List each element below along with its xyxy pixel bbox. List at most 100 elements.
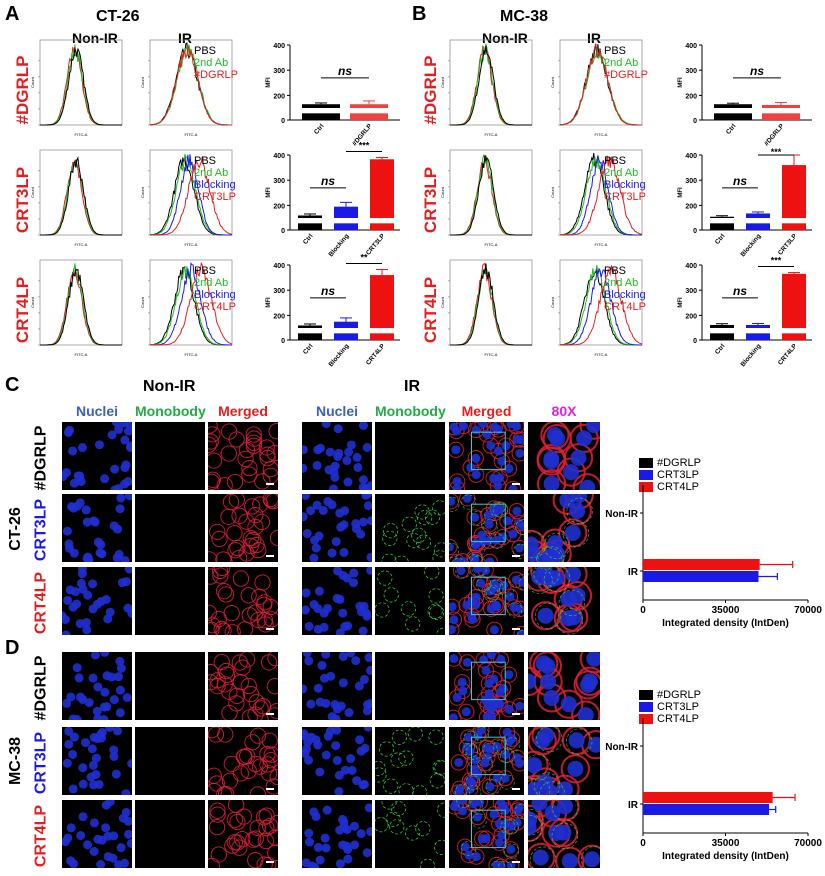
bar (710, 216, 734, 218)
panel-a-flow-nonir-0: Count FITC-A (30, 39, 123, 137)
membrane-stain (241, 459, 258, 477)
membrane-stain (231, 654, 248, 671)
monobody-stain (467, 800, 483, 813)
nucleus (472, 812, 482, 822)
panel-b-flow-nonir-2: Count FITC-A (440, 259, 533, 357)
membrane-stain (247, 830, 264, 847)
panel-c-letter: C (5, 374, 20, 396)
membrane-stain (249, 819, 266, 836)
nucleus (515, 701, 524, 711)
nucleus (302, 529, 312, 539)
nucleus (331, 537, 341, 547)
nucleus (349, 578, 359, 588)
nucleus (93, 537, 103, 547)
nucleus (350, 840, 360, 850)
nucleus (481, 567, 491, 575)
nucleus (569, 587, 586, 604)
panel-c-nonir-monobody-1 (135, 494, 205, 562)
membrane-stain (262, 752, 278, 769)
x-tick-label: Blocking (328, 343, 351, 369)
histogram-curve (40, 159, 122, 236)
membrane-stain (573, 670, 600, 700)
nucleus (528, 757, 543, 774)
nucleus (313, 683, 323, 693)
membrane-stain (226, 811, 244, 828)
membrane-stain (254, 698, 272, 715)
nucleus (471, 453, 481, 463)
nucleus (331, 714, 341, 720)
panel-a-flow-legend-0-2: #DGRLP (194, 69, 239, 81)
monobody-stain (543, 532, 570, 560)
x-tick-label: #DGRLP (763, 122, 786, 147)
nucleus (76, 578, 86, 588)
y-axis-label: Count (440, 186, 445, 198)
nucleus (461, 707, 471, 717)
nucleus (458, 556, 468, 562)
nucleus (570, 449, 587, 466)
membrane-stain (458, 703, 475, 720)
panel-c-ir-merged-2 (449, 567, 524, 635)
histogram-curve (450, 154, 532, 236)
x-tick-label: CRT4LP (777, 342, 799, 366)
monobody-stain (431, 500, 445, 516)
nucleus (320, 833, 330, 843)
monobody-stain (500, 819, 516, 835)
nucleus (302, 731, 308, 741)
nucleus (321, 422, 331, 429)
panel-c-image-row-label-2: CRT4LP (32, 571, 50, 635)
membrane-stain (474, 422, 491, 432)
y-tick-label: 200 (273, 93, 285, 100)
nucleus (481, 834, 491, 844)
nucleus (72, 663, 82, 673)
x-axis-label: FITC-A (185, 242, 198, 247)
nucleus (362, 848, 372, 858)
panel-d-cell-line: MC-38 (7, 737, 24, 786)
nucleus (489, 473, 499, 483)
nucleus (338, 608, 348, 618)
bar-base (350, 113, 388, 120)
y-tick-label: 300 (273, 68, 285, 75)
x-tick-label: Ctrl (313, 123, 326, 136)
membrane-stain (486, 621, 503, 635)
nucleus (332, 727, 342, 735)
bar (762, 104, 800, 108)
nucleus (126, 838, 132, 848)
y-axis-label: Count (140, 296, 145, 308)
panel-d-legend-swatch-0 (639, 690, 653, 700)
bar-base (714, 113, 752, 120)
bar (350, 104, 388, 108)
nucleus (92, 599, 102, 609)
bar-base (298, 333, 322, 340)
nucleus (66, 823, 76, 833)
panel-d-ir-80x-0 (528, 652, 600, 720)
membrane-stain (511, 445, 524, 462)
membrane-stain (254, 574, 271, 591)
y-tick-label: Non-IR (605, 742, 639, 753)
membrane-stain (254, 473, 271, 490)
membrane-stain (530, 767, 560, 795)
bar (370, 275, 394, 328)
monobody-stain (558, 589, 586, 617)
nucleus (528, 673, 537, 690)
nucleus (565, 609, 582, 626)
histogram-curve (450, 44, 532, 126)
nucleus (101, 800, 111, 810)
image-background (375, 652, 445, 720)
x-tick-label: Ctrl (714, 233, 727, 246)
nucleus (102, 702, 112, 712)
nucleus (485, 782, 495, 792)
nucleus (470, 555, 480, 562)
y-tick-label: IR (628, 567, 639, 578)
nucleus (96, 730, 106, 740)
histogram-curve (149, 42, 232, 126)
histogram-curve (450, 268, 532, 346)
panel-d-ir-80x-2 (528, 800, 600, 868)
monobody-stain (434, 760, 445, 776)
nucleus (100, 687, 110, 697)
nucleus (359, 674, 369, 684)
nucleus (343, 854, 353, 864)
nucleus (319, 622, 329, 632)
monobody-stain (537, 545, 564, 562)
y-axis-label: MFI (266, 187, 272, 198)
panel-a-flow-legend-0-1: 2nd Ab (194, 57, 229, 69)
